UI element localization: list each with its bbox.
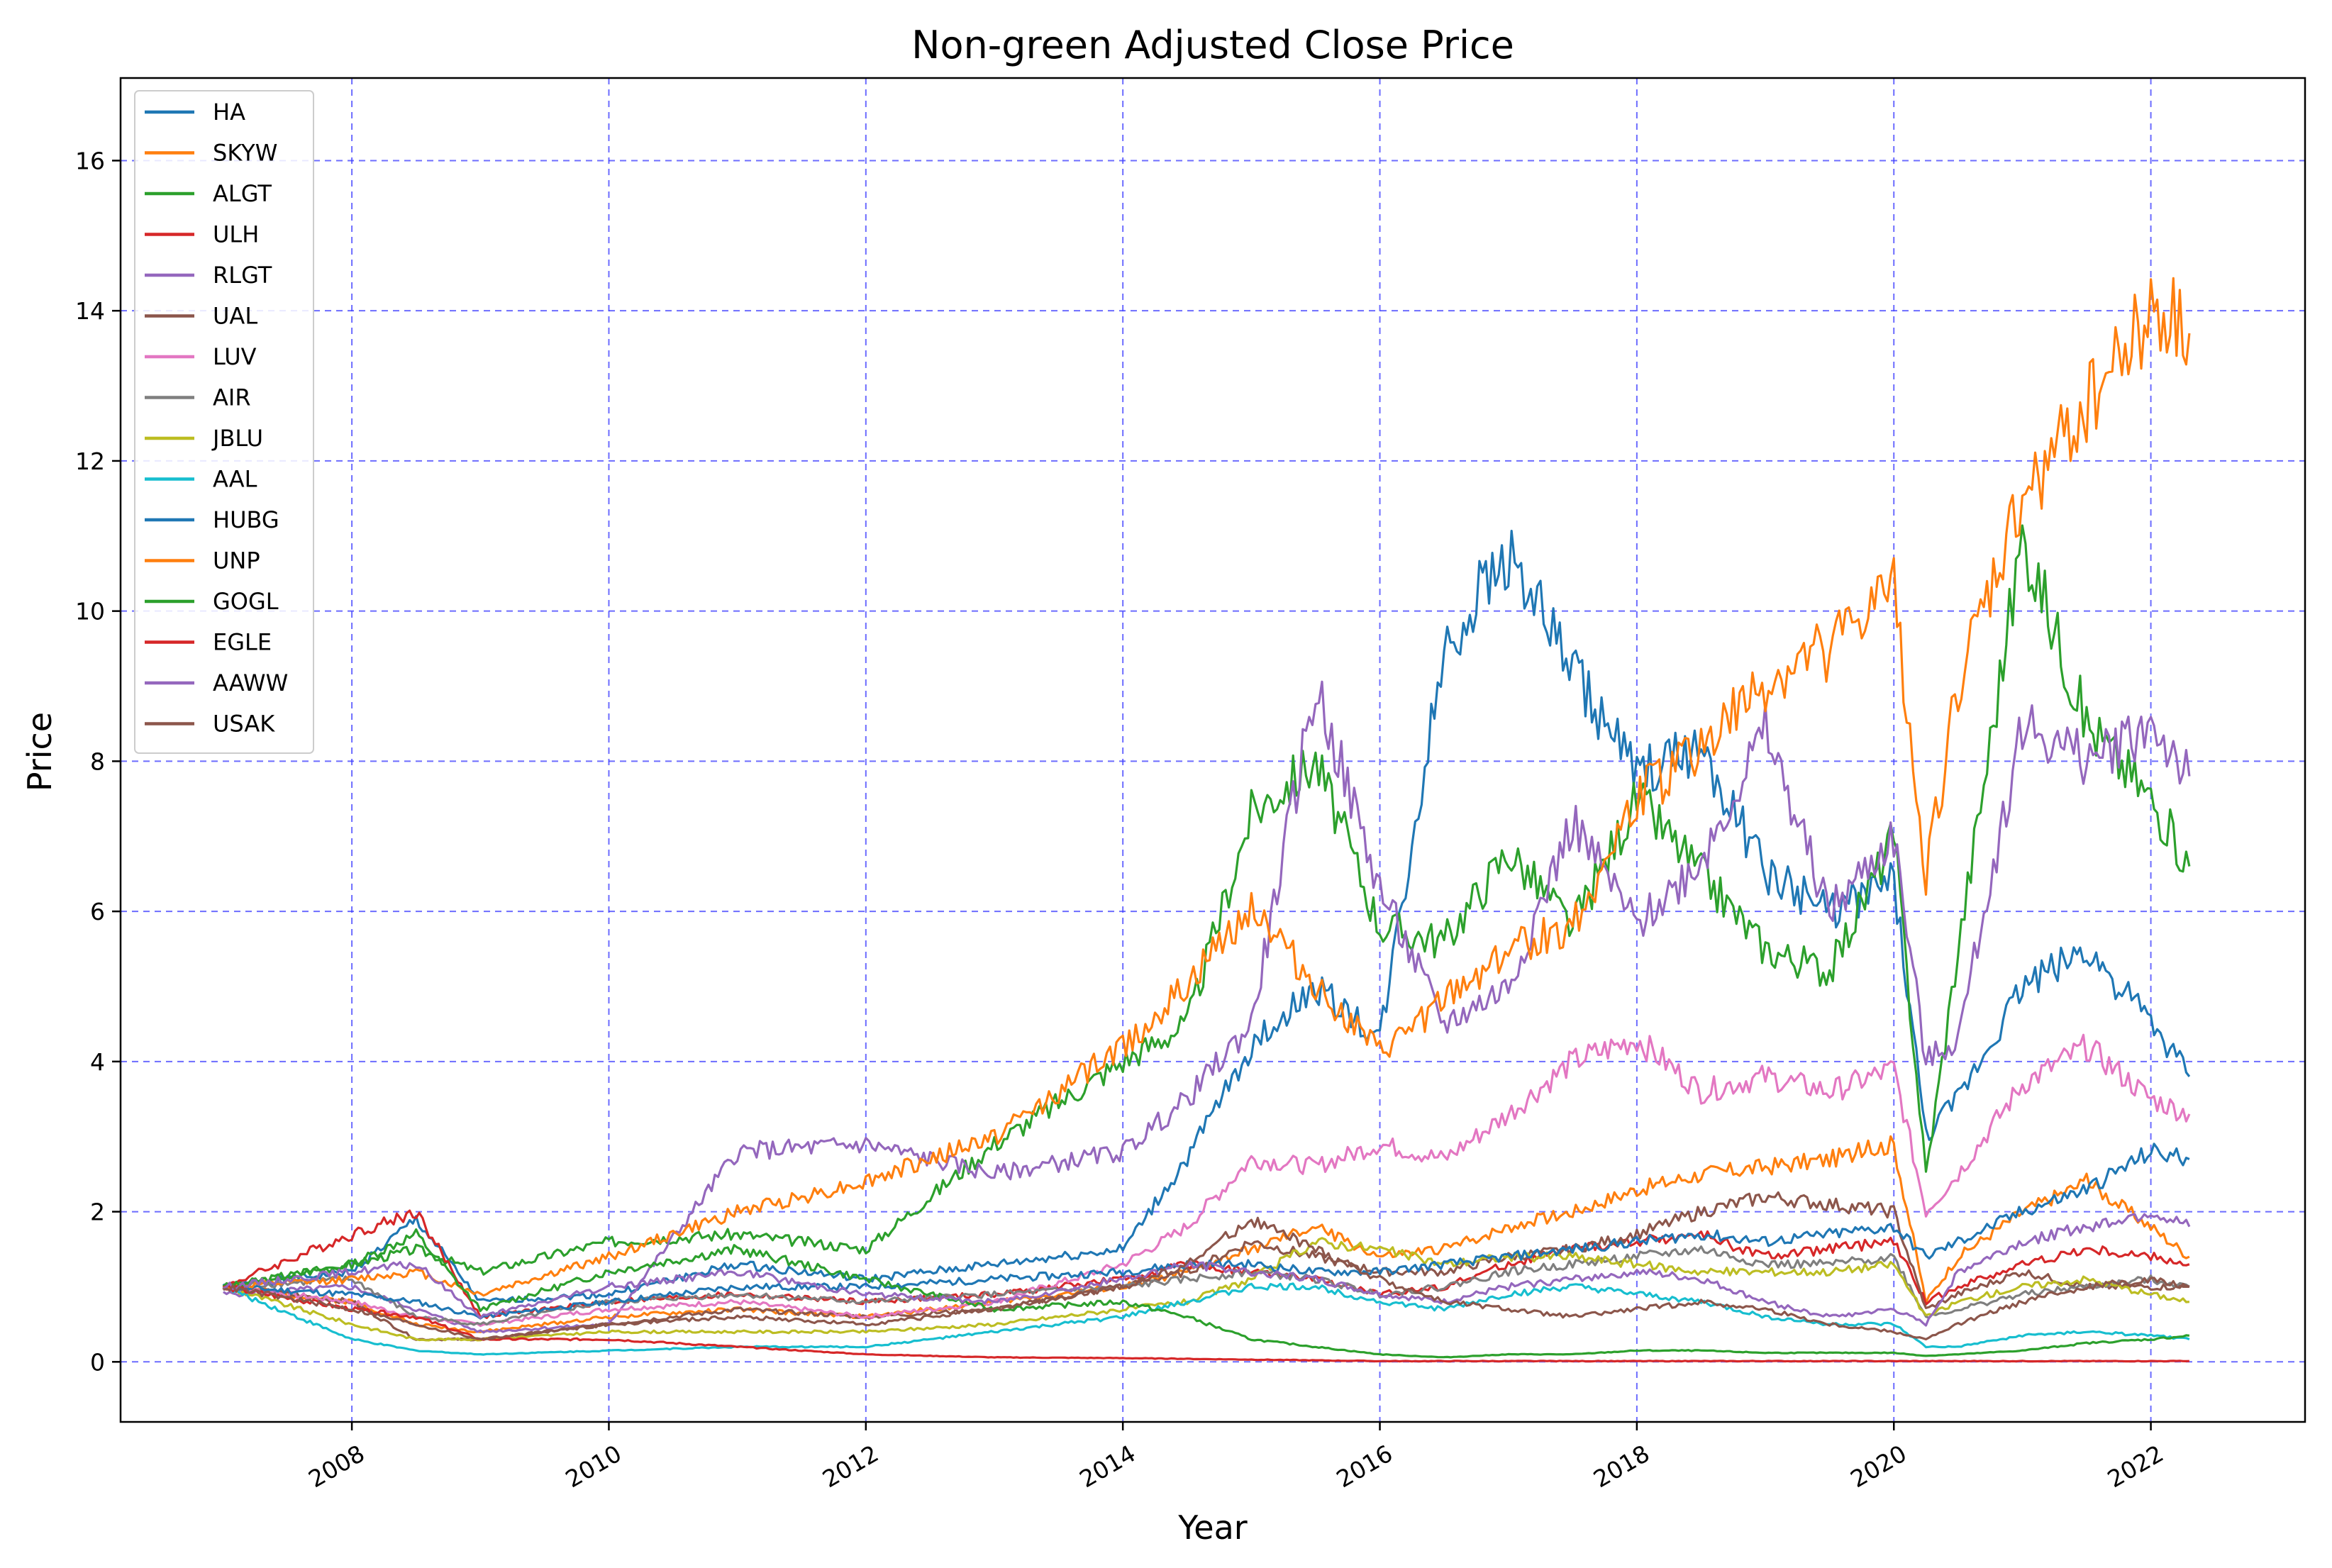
legend-label: AAWW: [213, 669, 288, 696]
legend-label: ULH: [213, 221, 259, 248]
x-tick-label: 2022: [2103, 1440, 2168, 1494]
series-line-rlgt: [223, 680, 2191, 1334]
legend-label: HUBG: [213, 506, 279, 533]
y-axis-label: Price: [21, 712, 59, 791]
series-line-aal: [223, 1282, 2190, 1356]
legend-box: [134, 90, 314, 754]
y-axis-ticks: 0 2 4 6 8 10 12 14 16: [75, 147, 121, 1376]
legend-label: JBLU: [211, 425, 263, 452]
y-tick-label: 6: [90, 898, 105, 925]
legend: HA SKYW ALGT ULH RLGT UAL LUV AIR JBLU AAL HUBG UNP…: [134, 90, 314, 754]
x-tick-label: 2012: [818, 1440, 883, 1494]
chart-title: Non-green Adjusted Close Price: [911, 23, 1514, 67]
series-line-usak: [223, 1216, 2190, 1341]
legend-label: AAL: [213, 466, 257, 493]
x-axis-label: Year: [1177, 1508, 1247, 1547]
legend-label: AIR: [213, 384, 251, 411]
legend-label: UNP: [213, 547, 260, 574]
legend-label: RLGT: [213, 262, 272, 289]
x-tick-label: 2014: [1075, 1440, 1140, 1494]
x-tick-label: 2018: [1589, 1440, 1654, 1494]
grid-lines: [121, 78, 2305, 1422]
y-tick-label: 16: [75, 147, 105, 174]
y-tick-label: 4: [90, 1048, 105, 1076]
plot-frame: [119, 77, 2306, 1423]
legend-label: UAL: [213, 303, 257, 330]
series-line-air: [222, 1245, 2190, 1326]
x-tick-label: 2016: [1332, 1440, 1397, 1494]
y-tick-label: 14: [75, 297, 105, 325]
legend-label: LUV: [213, 343, 257, 370]
series-line-skyw: [223, 1135, 2190, 1334]
series-line-aaww: [223, 1213, 2191, 1327]
y-tick-label: 0: [90, 1348, 105, 1376]
legend-label: HA: [213, 99, 245, 126]
legend-label: SKYW: [213, 140, 277, 167]
series-line-jblu: [222, 1237, 2190, 1342]
x-tick-label: 2008: [304, 1440, 369, 1494]
y-tick-label: 2: [90, 1199, 105, 1226]
series-line-ha: [223, 529, 2191, 1303]
y-tick-label: 8: [90, 747, 105, 775]
series-line-algt: [222, 524, 2191, 1289]
legend-label: GOGL: [213, 588, 279, 615]
series-line-unp: [222, 277, 2191, 1297]
series-line-gogl: [222, 1228, 2190, 1359]
x-tick-label: 2010: [561, 1440, 626, 1494]
series-line-egle: [223, 1284, 2189, 1363]
y-tick-label: 10: [75, 598, 105, 625]
legend-label: EGLE: [213, 629, 272, 656]
legend-label: USAK: [213, 711, 275, 738]
series-line-luv: [222, 1033, 2191, 1328]
legend-label: ALGT: [213, 180, 272, 207]
x-axis-ticks: 2008 2010 2012 2014 2016 2018 2020 2022: [304, 1422, 2168, 1493]
y-tick-label: 12: [75, 447, 105, 475]
x-tick-label: 2020: [1845, 1440, 1911, 1494]
series-lines: [222, 277, 2191, 1363]
